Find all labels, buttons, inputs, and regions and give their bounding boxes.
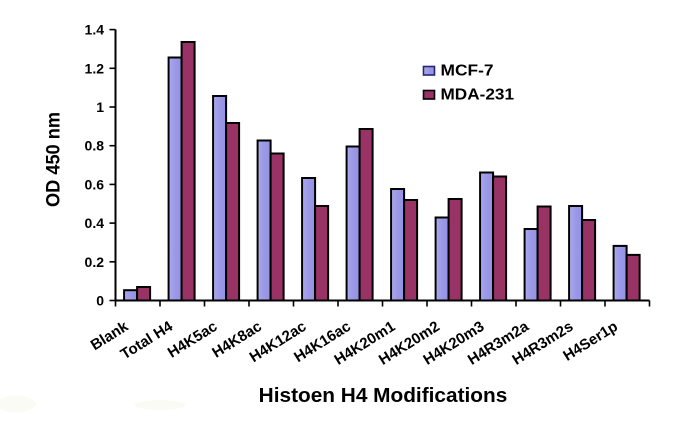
svg-text:1: 1 bbox=[96, 99, 104, 115]
svg-text:1.4: 1.4 bbox=[85, 22, 105, 38]
svg-text:0.8: 0.8 bbox=[85, 138, 105, 154]
svg-text:Histoen H4 Modifications: Histoen H4 Modifications bbox=[259, 385, 508, 407]
svg-text:0.6: 0.6 bbox=[85, 176, 105, 192]
svg-text:OD 450 nm: OD 450 nm bbox=[44, 112, 65, 207]
svg-text:1.2: 1.2 bbox=[85, 60, 105, 76]
svg-text:0: 0 bbox=[96, 293, 104, 309]
svg-text:0.2: 0.2 bbox=[85, 254, 105, 270]
svg-text:0.4: 0.4 bbox=[85, 215, 105, 231]
svg-text:MDA-231: MDA-231 bbox=[441, 87, 515, 104]
svg-text:MCF-7: MCF-7 bbox=[441, 63, 494, 80]
